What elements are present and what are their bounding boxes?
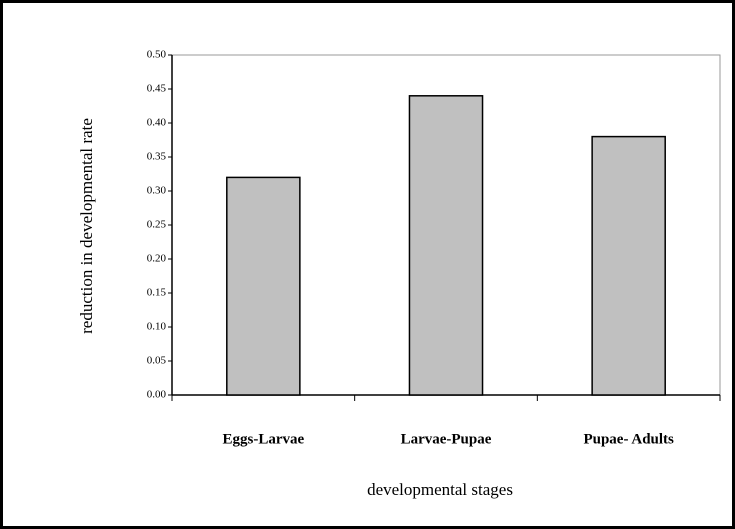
y-tick-label: 0.30 — [147, 185, 167, 197]
y-tick-label: 0.40 — [147, 117, 167, 129]
plot-frame — [172, 54, 721, 395]
y-tick-label: 0.25 — [147, 219, 167, 231]
y-tick-label: 0.50 — [147, 49, 167, 61]
x-tick-label: Larvae-Pupae — [401, 431, 492, 447]
y-axis-title: reduction in developmental rate — [77, 118, 96, 334]
y-tick-label: 0.15 — [147, 287, 167, 299]
y-tick-label: 0.00 — [147, 389, 167, 401]
y-tick-label: 0.20 — [147, 253, 167, 265]
x-tick-label: Pupae- Adults — [583, 431, 674, 447]
bar — [408, 95, 484, 396]
y-tick-label: 0.05 — [147, 355, 167, 367]
x-tick-label: Eggs-Larvae — [222, 431, 304, 447]
bar — [226, 176, 301, 396]
y-tick-label: 0.10 — [147, 321, 167, 333]
bar — [591, 135, 666, 396]
y-tick-label: 0.45 — [147, 83, 167, 95]
x-axis-title: developmental stages — [367, 480, 513, 499]
y-tick-label: 0.35 — [147, 151, 167, 163]
